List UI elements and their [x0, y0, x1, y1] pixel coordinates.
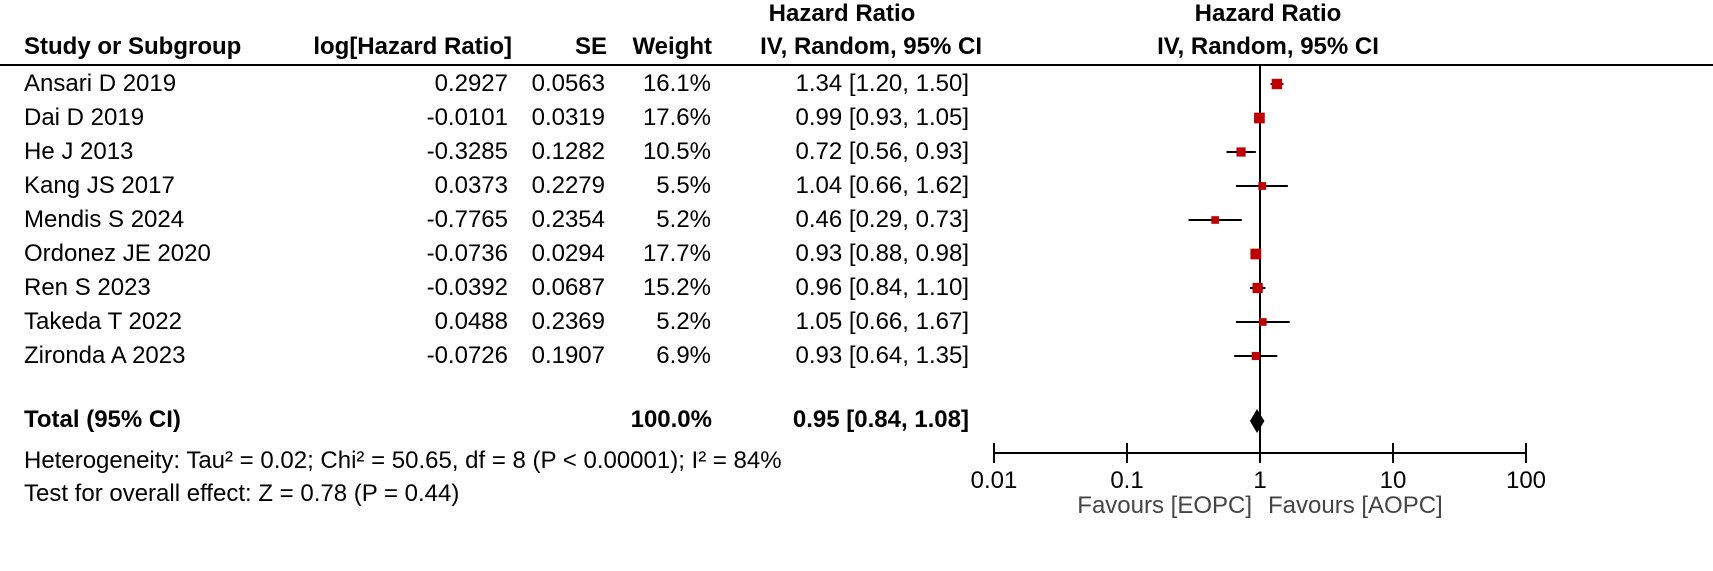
study-marker [1271, 78, 1283, 90]
loghr-column-header: log[Hazard Ratio] [313, 33, 512, 60]
study-marker [1211, 216, 1219, 224]
study-name: Takeda T 2022 [24, 308, 182, 335]
study-se: 0.0563 [531, 70, 605, 97]
study-marker [1251, 351, 1260, 361]
total-weight: 100.0% [630, 406, 712, 433]
x-tick-label: 1 [1253, 467, 1266, 494]
study-se: 0.1907 [531, 342, 605, 369]
study-ci: 0.46 [0.29, 0.73] [795, 206, 969, 233]
study-weight: 5.2% [656, 308, 711, 335]
study-weight: 10.5% [642, 138, 711, 165]
study-name: Kang JS 2017 [24, 172, 175, 199]
overall-effect-text: Test for overall effect: Z = 0.78 (P = 0… [24, 480, 460, 507]
heterogeneity-text: Heterogeneity: Tau² = 0.02; Chi² = 50.65… [24, 447, 782, 474]
effect-header-top: Hazard Ratio [768, 0, 916, 27]
x-tick-label: 100 [1506, 467, 1546, 494]
study-weight: 5.5% [656, 172, 711, 199]
study-name: Mendis S 2024 [24, 206, 185, 233]
study-marker [1254, 112, 1265, 124]
total-ci: 0.95 [0.84, 1.08] [792, 406, 969, 433]
study-marker [1252, 282, 1263, 294]
favours-right-label: Favours [AOPC] [1268, 492, 1443, 519]
study-weight: 15.2% [642, 274, 711, 301]
study-marker [1250, 248, 1262, 260]
study-ci: 0.93 [0.88, 0.98] [795, 240, 969, 267]
study-se: 0.2354 [531, 206, 605, 233]
study-ci: 1.34 [1.20, 1.50] [795, 70, 969, 97]
study-name: Dai D 2019 [24, 104, 145, 131]
x-tick-label: 0.1 [1110, 467, 1143, 494]
study-se: 0.0687 [531, 274, 605, 301]
x-tick-label: 10 [1380, 467, 1407, 494]
se-column-header: SE [574, 33, 607, 60]
study-se: 0.2369 [531, 308, 605, 335]
study-name: Ordonez JE 2020 [24, 240, 211, 267]
study-se: 0.0294 [531, 240, 605, 267]
study-ci: 0.72 [0.56, 0.93] [795, 138, 969, 165]
study-name: Ansari D 2019 [24, 70, 177, 97]
study-loghr: -0.0392 [426, 274, 508, 301]
study-weight: 5.2% [656, 206, 711, 233]
study-loghr: 0.2927 [434, 70, 508, 97]
study-marker [1258, 182, 1267, 190]
study-loghr: 0.0488 [434, 308, 508, 335]
weight-column-header: Weight [632, 33, 712, 60]
study-se: 0.0319 [531, 104, 605, 131]
study-weight: 17.6% [642, 104, 711, 131]
study-column-header: Study or Subgroup [24, 33, 242, 60]
study-se: 0.2279 [531, 172, 605, 199]
study-name: Ren S 2023 [24, 274, 151, 301]
header-rule [0, 64, 1713, 66]
plot-header-bottom: IV, Random, 95% CI [1157, 33, 1379, 60]
study-loghr: 0.0373 [434, 172, 508, 199]
pooled-diamond [1249, 409, 1265, 433]
study-name: He J 2013 [24, 138, 134, 165]
study-name: Zironda A 2023 [24, 342, 186, 369]
study-loghr: -0.0726 [426, 342, 508, 369]
study-marker [1258, 318, 1267, 326]
x-tick-label: 0.01 [971, 467, 1018, 494]
effect-header-bottom: IV, Random, 95% CI [760, 33, 982, 60]
study-se: 0.1282 [531, 138, 605, 165]
study-ci: 0.93 [0.64, 1.35] [795, 342, 969, 369]
study-ci: 0.96 [0.84, 1.10] [795, 274, 969, 301]
study-marker [1236, 147, 1246, 157]
plot-header-top: Hazard Ratio [1194, 0, 1342, 27]
study-weight: 6.9% [656, 342, 711, 369]
study-weight: 17.7% [642, 240, 711, 267]
favours-left-label: Favours [EOPC] [1077, 492, 1252, 519]
study-loghr: -0.0736 [426, 240, 508, 267]
study-weight: 16.1% [642, 70, 711, 97]
study-ci: 0.99 [0.93, 1.05] [795, 104, 969, 131]
study-ci: 1.04 [0.66, 1.62] [795, 172, 969, 199]
total-label: Total (95% CI) [24, 406, 181, 433]
study-loghr: -0.7765 [426, 206, 508, 233]
study-ci: 1.05 [0.66, 1.67] [795, 308, 969, 335]
study-loghr: -0.0101 [426, 104, 508, 131]
study-loghr: -0.3285 [426, 138, 508, 165]
